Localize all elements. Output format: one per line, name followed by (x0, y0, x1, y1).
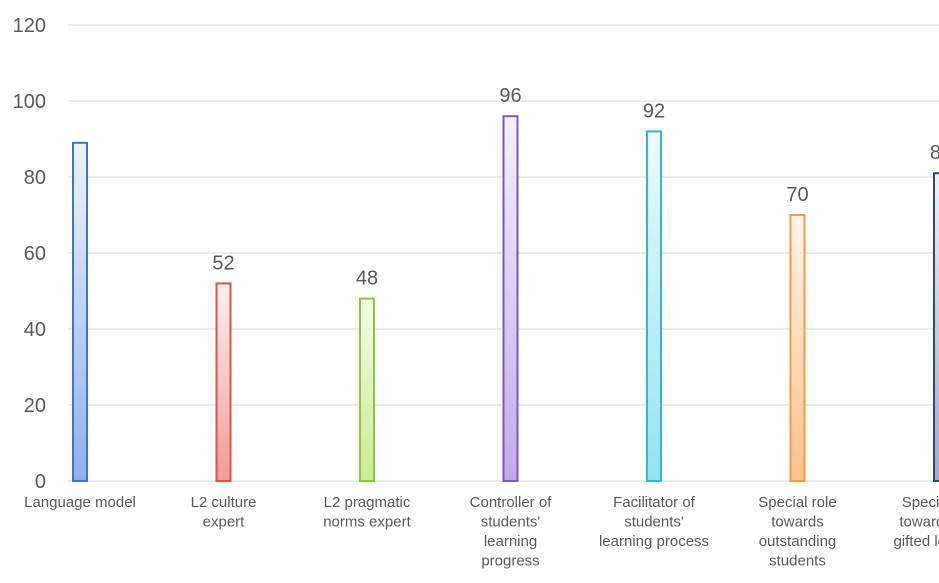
bar (215, 282, 232, 482)
y-axis-ticks: 0 20 40 60 80 100 120 (13, 15, 46, 493)
category-label: L2 culture expert (191, 494, 257, 531)
data-label: 96 (499, 85, 521, 107)
y-tick-label: 60 (24, 243, 46, 265)
y-tick-label: 0 (35, 471, 46, 493)
category-label: L2 pragmatic norms expert (323, 494, 411, 531)
bar (646, 130, 662, 482)
category-label: Facilitator of students' learning process (599, 494, 709, 550)
category-label: Language model (24, 494, 136, 511)
bar (72, 141, 88, 483)
bar (789, 214, 806, 482)
data-label: 81 (930, 142, 939, 164)
bar (502, 115, 519, 482)
bar (359, 297, 375, 482)
data-label: 70 (786, 184, 808, 206)
data-labels: 52 48 96 92 70 81 (212, 85, 939, 289)
bar (933, 172, 939, 482)
y-tick-label: 120 (13, 15, 46, 37)
data-label: 52 (212, 252, 234, 274)
y-tick-label: 100 (13, 91, 46, 113)
bars (72, 115, 939, 483)
data-label: 92 (643, 100, 665, 122)
x-axis-labels: Language model L2 culture expert L2 pragmat… (24, 494, 939, 570)
category-label: Controller of students' learning progress (470, 494, 553, 570)
y-tick-label: 40 (24, 319, 46, 341)
y-tick-label: 80 (24, 167, 46, 189)
data-label: 48 (356, 268, 378, 290)
category-label: Special role towards outstanding students (758, 494, 836, 570)
y-tick-label: 20 (24, 395, 46, 417)
